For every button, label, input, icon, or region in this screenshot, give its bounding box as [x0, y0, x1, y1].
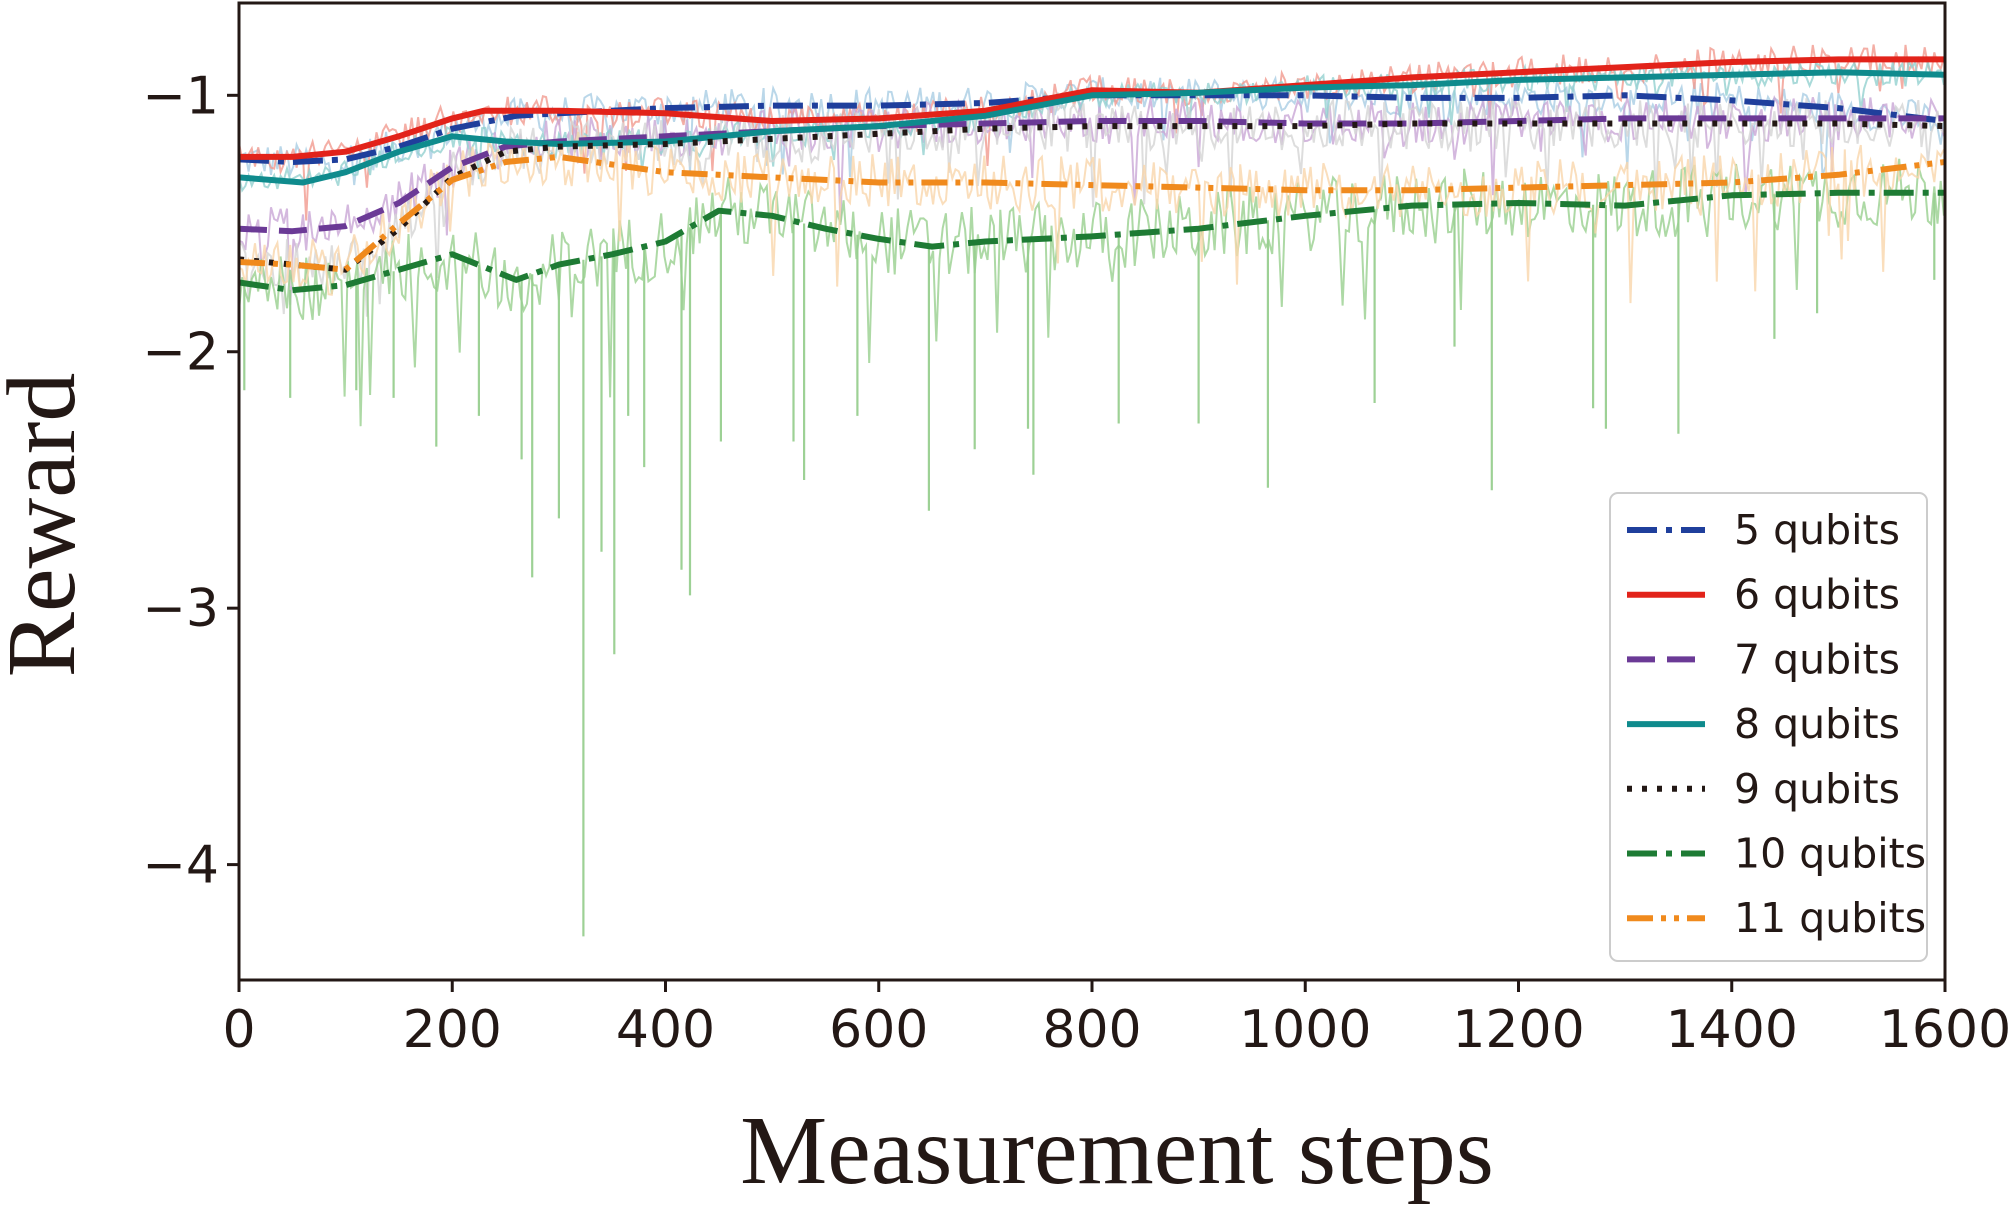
- series-line-7-qubits: [239, 115, 1945, 235]
- legend-label-7-qubits: 7 qubits: [1734, 635, 1900, 683]
- legend-box: [1609, 492, 1928, 962]
- series-line-5-qubits: [239, 92, 1945, 165]
- x-tick-label-1600: 1600: [1879, 1000, 2011, 1060]
- x-tick-label-800: 800: [1042, 1000, 1141, 1060]
- legend-label-9-qubits: 9 qubits: [1734, 765, 1900, 813]
- legend-label-6-qubits: 6 qubits: [1734, 571, 1900, 619]
- x-tick-label-0: 0: [222, 1000, 255, 1060]
- smoothed-series: [239, 56, 1945, 294]
- x-tick-label-1000: 1000: [1239, 1000, 1371, 1060]
- x-tick-label-200: 200: [403, 1000, 502, 1060]
- raw-spikes: [243, 192, 1936, 937]
- x-axis-title: Measurement steps: [740, 1097, 1494, 1205]
- legend-label-5-qubits: 5 qubits: [1734, 506, 1900, 554]
- y-tick-label-1: −3: [142, 579, 219, 639]
- series-line-11-qubits: [239, 153, 1945, 273]
- legend: 5 qubits 6 qubits 7 qubits 8 qubits 9 qubits…: [1609, 492, 1928, 962]
- y-tick-label-3: −1: [142, 66, 219, 126]
- legend-label-11-qubits: 11 qubits: [1734, 894, 1926, 942]
- x-tick-label-1400: 1400: [1666, 1000, 1798, 1060]
- series-line-9-qubits: [239, 120, 1945, 273]
- x-tick-label-1200: 1200: [1452, 1000, 1584, 1060]
- series-line-10-qubits: [239, 189, 1945, 294]
- legend-label-10-qubits: 10 qubits: [1734, 830, 1926, 878]
- y-tick-label-2: −2: [142, 323, 219, 383]
- y-axis-title: Reward: [0, 373, 96, 678]
- x-tick-label-400: 400: [616, 1000, 715, 1060]
- y-axis: −4 −3 −2 −1: [142, 66, 239, 896]
- series-line-8-qubits: [239, 69, 1945, 186]
- legend-label-8-qubits: 8 qubits: [1734, 700, 1900, 748]
- x-tick-label-600: 600: [829, 1000, 928, 1060]
- series-line-6-qubits: [239, 56, 1945, 160]
- x-axis: 0 200 400 600 800 1000 1200 1400 1600: [222, 980, 2011, 1060]
- y-tick-label-0: −4: [142, 836, 219, 896]
